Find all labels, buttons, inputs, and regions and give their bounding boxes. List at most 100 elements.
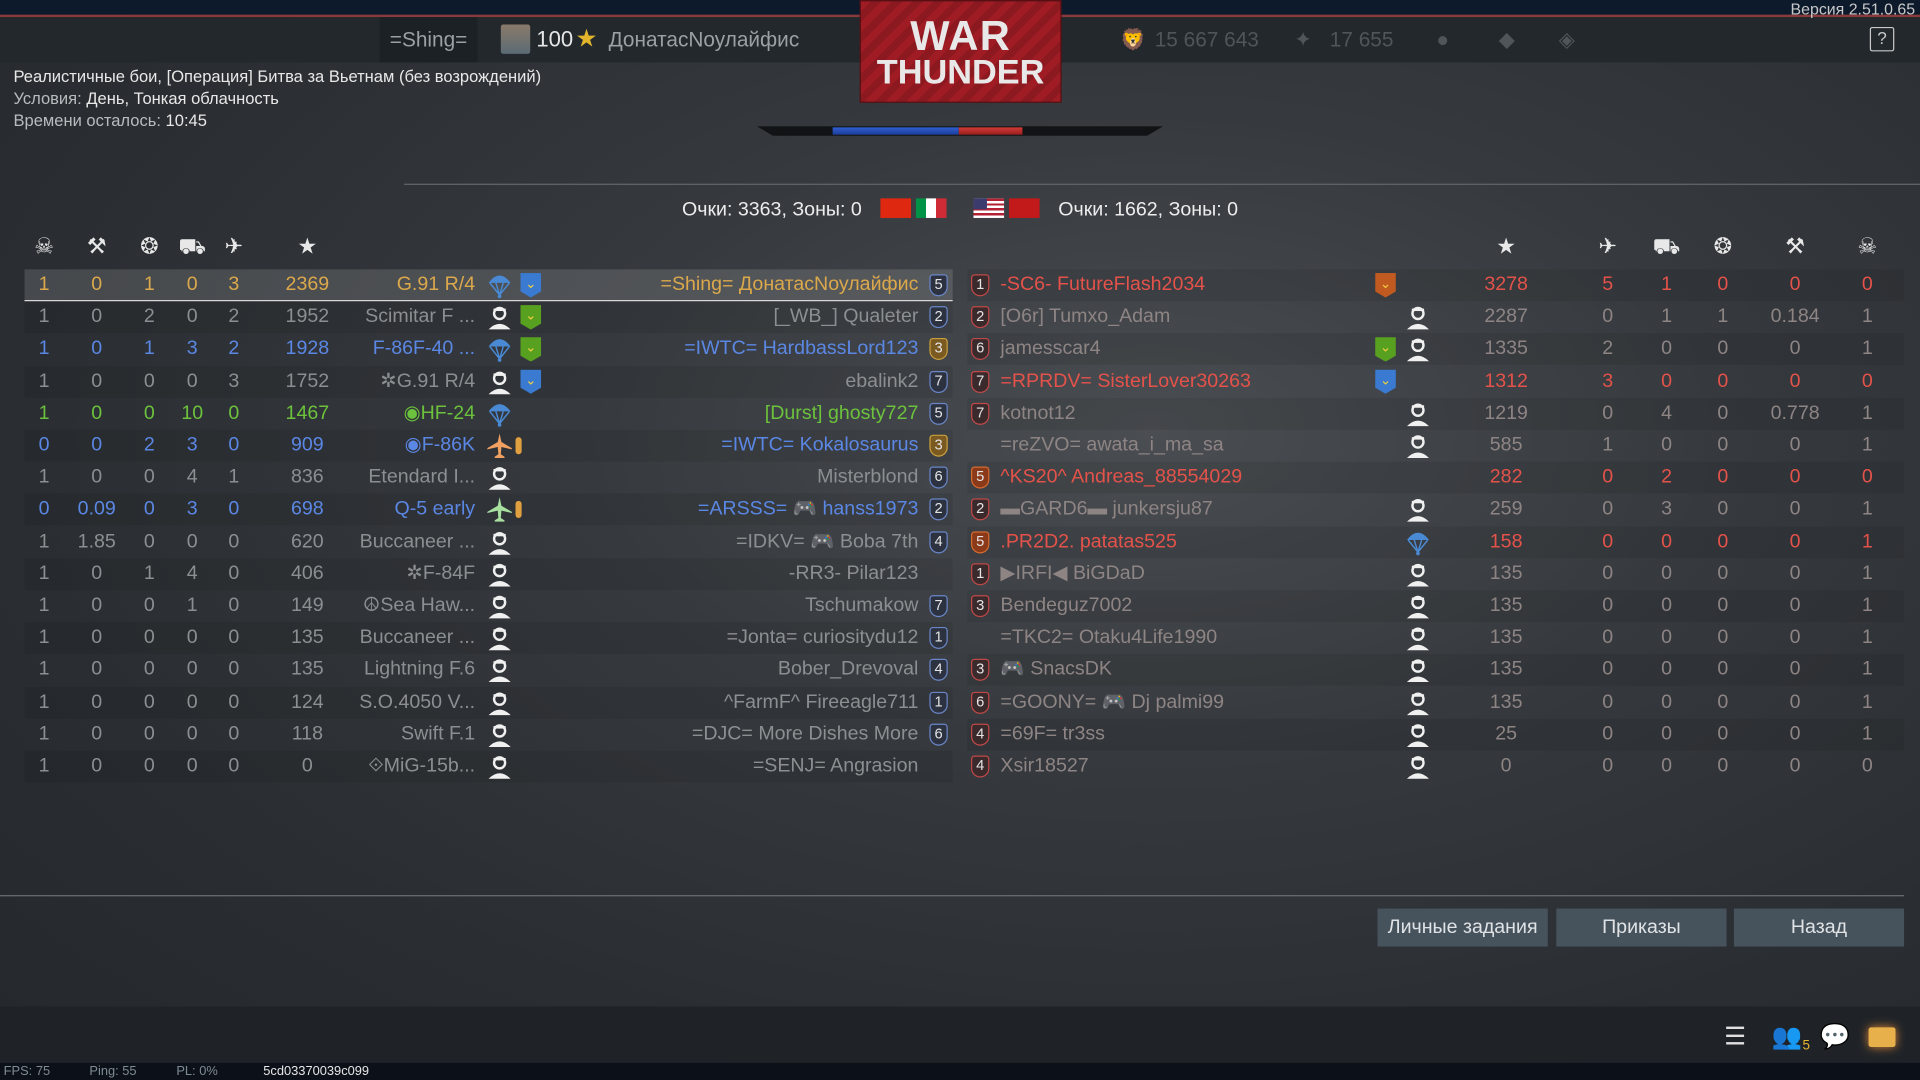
player-name[interactable]: 🎮 SnacsDK (1000, 659, 1112, 681)
chat-icon[interactable]: 💬 (1819, 1023, 1851, 1051)
player-name[interactable]: =Shing= ДонатасNоулайфис (660, 274, 919, 296)
vehicle-name[interactable]: Buccaneer ... (359, 627, 476, 648)
table-row[interactable]: =TKC2= Otaku4Life1990 135 0 0 0 0 1 (967, 622, 1904, 654)
table-row[interactable]: 1 0 0 0 0 0 ⟐MiG-15b... =SENJ= Angrasion (24, 750, 953, 783)
table-row[interactable]: 1 0 0 4 1 836 Etendard I... Misterblond 6 (24, 462, 952, 494)
clan-tag[interactable]: =Shing= (379, 17, 478, 63)
vehicle-name[interactable]: Buccaneer ... (359, 530, 476, 552)
table-row[interactable]: 2 [O6r] Tumxo_Adam 2287 0 1 1 0.184 1 (967, 301, 1904, 333)
table-row[interactable]: 1 0 1 3 2 1928 F-86F-40 ... ⌄ =IWTC= HardbassLor… (24, 334, 952, 366)
player-name[interactable]: =GOONY= 🎮 Dj palmi99 (1000, 691, 1225, 713)
player-name[interactable]: jamesscar4 (1000, 338, 1101, 360)
table-row[interactable]: 5 ^KS20^ Andreas_88554029 282 0 2 0 0 0 (967, 461, 1905, 494)
table-row[interactable]: 1 0 0 0 0 118 Swift F.1 =DJC= More Dishes More 6 (24, 719, 952, 751)
player-name[interactable]: [_WB_] Qualeter (773, 306, 919, 328)
help-button[interactable]: ? (1869, 26, 1895, 52)
table-row[interactable]: 4 =69F= tr3ss 25 0 0 0 0 1 (967, 718, 1905, 751)
vehicle-name[interactable]: Q-5 early (394, 498, 476, 520)
coupon-icon[interactable]: ◈ (1558, 28, 1575, 52)
table-row[interactable]: 1 0 0 0 0 124 S.O.4050 V... ^FarmF^ Fireeagle71… (24, 686, 953, 719)
table-row[interactable]: 3 Bendeguz7002 135 0 0 0 0 1 (967, 590, 1905, 623)
vehicle-name[interactable]: G.91 R/4 (396, 274, 476, 296)
table-row[interactable]: 1 0 0 1 0 149 ☮Sea Haw... Tschumakow 7 (24, 590, 952, 622)
player-name[interactable]: ▶IRFI◀ BiGDaD (1000, 563, 1145, 584)
player-name[interactable]: =ARSSS= 🎮 hanss1973 (697, 498, 919, 520)
player-name[interactable]: .PR2D2. patatas525 (1000, 530, 1177, 552)
vehicle-name[interactable]: ◉F-86K (404, 434, 476, 456)
player-name[interactable]: Bendeguz7002 (1000, 595, 1133, 616)
table-row[interactable]: 3 🎮 SnacsDK 135 0 0 0 0 1 (967, 654, 1905, 687)
table-row[interactable]: 7 kotnot12 1219 0 4 0 0.778 1 (967, 397, 1905, 430)
player-name[interactable]: =reZVO= awata_i_ma_sa (1000, 434, 1224, 456)
list-icon[interactable]: ☰ (1724, 1023, 1747, 1051)
silver-lions-balance[interactable]: 15 667 643 (1154, 28, 1259, 52)
score-value: 0 (1500, 755, 1512, 777)
player-name[interactable]: =Jonta= curiositydu12 (726, 627, 919, 648)
score-value: 158 (1489, 530, 1523, 552)
player-name[interactable]: Xsir18527 (1000, 755, 1089, 777)
player-name[interactable]: =IWTC= Kokalosaurus (721, 434, 919, 456)
score-value: 698 (290, 498, 324, 520)
table-row[interactable]: 1 0 0 0 0 135 Buccaneer ... =Jonta= curiositydu… (24, 622, 953, 655)
player-name[interactable]: ^FarmF^ Fireeagle711 (723, 691, 919, 713)
diamond-icon[interactable]: ◆ (1498, 28, 1515, 52)
table-row[interactable]: =reZVO= awata_i_ma_sa 585 1 0 0 0 1 (967, 430, 1904, 462)
vehicle-name[interactable]: ☮Sea Haw... (362, 595, 476, 616)
player-name[interactable]: -RR3- Pilar123 (788, 563, 919, 584)
player-name[interactable]: =SENJ= Angrasion (752, 755, 919, 777)
orders-button[interactable]: Приказы (1556, 908, 1727, 947)
vehicle-name[interactable]: Scimitar F ... (365, 306, 476, 328)
player-name[interactable]: [Durst] ghosty727 (764, 402, 919, 424)
player-nickname[interactable]: ДонатасNоулайфис (608, 28, 800, 52)
table-row[interactable]: 1 -SC6- FutureFlash2034 ⌄ 3278 5 1 0 0 0 (967, 269, 1905, 302)
player-name[interactable]: ^KS20^ Andreas_88554029 (1000, 466, 1243, 488)
table-row[interactable]: 4 Xsir18527 0 0 0 0 0 0 (967, 751, 1904, 783)
personal-tasks-button[interactable]: Личные задания (1377, 908, 1548, 947)
player-name[interactable]: [O6r] Tumxo_Adam (1000, 306, 1171, 328)
player-name[interactable]: =IWTC= HardbassLord123 (684, 338, 919, 360)
player-name[interactable]: =TKC2= Otaku4Life1990 (1000, 627, 1218, 648)
table-row[interactable]: 2 ▬GARD6▬ junkersju87 259 0 3 0 0 1 (967, 494, 1904, 526)
player-name[interactable]: -SC6- FutureFlash2034 (1000, 274, 1206, 296)
war-thunder-logo[interactable]: WAR THUNDER (859, 0, 1062, 103)
player-name[interactable]: ▬GARD6▬ junkersju87 (1000, 498, 1213, 520)
golden-eagles-balance[interactable]: 17 655 (1329, 28, 1394, 52)
player-name[interactable]: Misterblond (817, 466, 919, 488)
vehicle-name[interactable]: F-86F-40 ... (372, 338, 476, 360)
player-name[interactable]: Bober_Drevoval (777, 659, 919, 681)
avatar[interactable] (500, 24, 531, 54)
vehicle-name[interactable]: Swift F.1 (401, 723, 476, 745)
vehicle-name[interactable]: S.O.4050 V... (359, 691, 476, 713)
table-row[interactable]: 1 0 0 0 0 135 Lightning F.6 Bober_Drevoval 4 (24, 654, 952, 686)
mail-icon[interactable] (1868, 1027, 1896, 1047)
lightbulb-icon[interactable]: ● (1436, 28, 1449, 52)
vehicle-name[interactable]: Lightning F.6 (363, 659, 476, 681)
table-row[interactable]: 1 0 2 0 2 1952 Scimitar F ... ⌄ [_WB_] Qualeter 2 (24, 301, 953, 334)
player-name[interactable]: =69F= tr3ss (1000, 723, 1105, 745)
table-row[interactable]: 6 jamesscar4 ⌄ 1335 2 0 0 0 1 (967, 333, 1905, 366)
table-row[interactable]: 5 .PR2D2. patatas525 158 0 0 0 0 1 (967, 526, 1905, 558)
player-name[interactable]: =DJC= More Dishes More (691, 723, 919, 745)
player-name[interactable]: kotnot12 (1000, 402, 1076, 424)
table-row[interactable]: 1 0 0 10 0 1467 ◉HF-24 [Durst] ghosty727 5 (24, 398, 952, 430)
table-row[interactable]: 6 =GOONY= 🎮 Dj palmi99 135 0 0 0 0 1 (967, 686, 1904, 718)
player-name[interactable]: Tschumakow (805, 595, 919, 616)
table-row[interactable]: 1 0 1 0 3 2369 G.91 R/4 ⌄ =Shing= ДонатасNоулайф… (24, 269, 953, 302)
vehicle-name[interactable]: Etendard I... (368, 466, 476, 488)
vehicle-name[interactable]: ✲G.91 R/4 (380, 370, 476, 392)
table-row[interactable]: 1 ▶IRFI◀ BiGDaD 135 0 0 0 0 1 (967, 558, 1904, 590)
player-name[interactable]: =RPRDV= SisterLover30263 (1000, 370, 1251, 392)
vehicle-name[interactable]: ⟐MiG-15b... (368, 755, 476, 777)
table-row[interactable]: 0 0.09 0 3 0 698 Q-5 early =ARSSS= 🎮 hanss1973 2 (24, 493, 953, 526)
table-row[interactable]: 7 =RPRDV= SisterLover30263 ⌄ 1312 3 0 0 0 0 (967, 366, 1904, 398)
table-row[interactable]: 1 1.85 0 0 0 620 Buccaneer ... =IDKV= 🎮 Boba 7t… (24, 526, 952, 558)
player-name[interactable]: ebalink2 (845, 370, 919, 392)
vehicle-name[interactable]: ✲F-84F (406, 563, 476, 584)
player-name[interactable]: =IDKV= 🎮 Boba 7th (736, 530, 919, 552)
table-row[interactable]: 0 0 2 3 0 909 ◉F-86K =IWTC= Kokalosaurus 3 (24, 429, 953, 462)
vehicle-name[interactable]: ◉HF-24 (403, 402, 476, 424)
table-row[interactable]: 1 0 1 4 0 406 ✲F-84F -RR3- Pilar123 (24, 558, 953, 590)
back-button[interactable]: Назад (1733, 908, 1905, 947)
table-row[interactable]: 1 0 0 0 3 1752 ✲G.91 R/4 ⌄ ebalink2 7 (24, 365, 953, 398)
friends-icon[interactable]: 👥 (1771, 1023, 1803, 1051)
